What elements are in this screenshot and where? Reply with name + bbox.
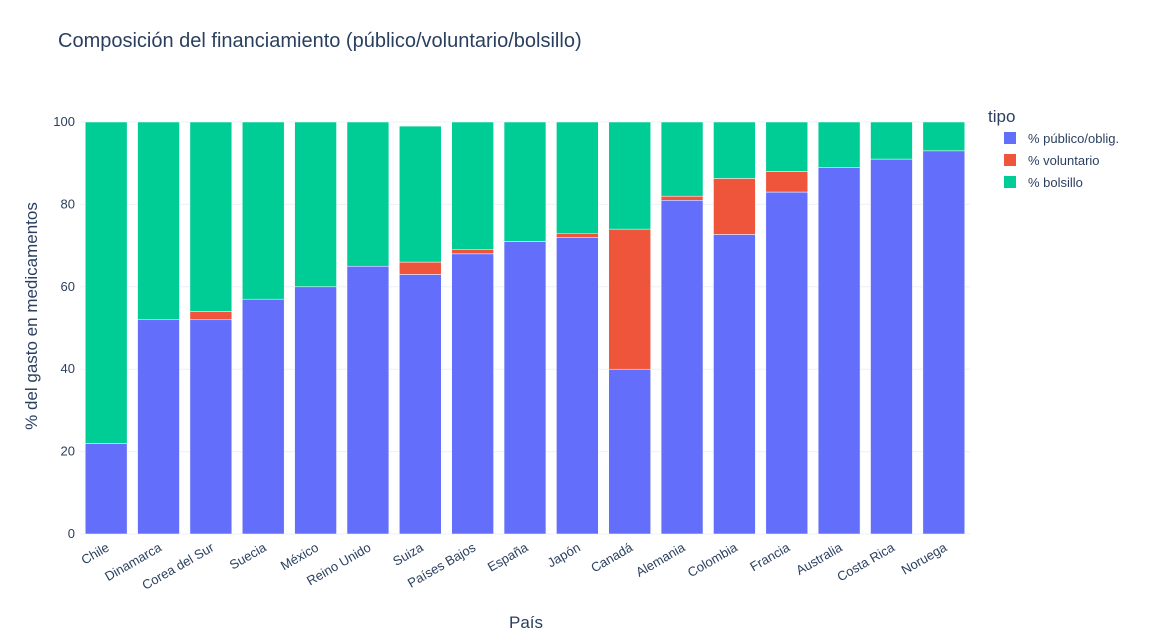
bar-bolsillo (870, 121, 913, 160)
bar-voluntario (451, 249, 494, 255)
x-tick-label: Noruega (899, 539, 950, 577)
bar-voluntario (608, 228, 651, 370)
bar-bolsillo (137, 121, 180, 321)
bar-publico (84, 443, 128, 535)
x-tick-label: Suiza (390, 539, 426, 569)
x-tick-label: Chile (79, 540, 112, 568)
x-tick-label: Colombia (685, 539, 741, 580)
bar-publico (294, 286, 337, 535)
bar-bolsillo (660, 121, 704, 197)
chart-title: Composición del financiamiento (público/… (58, 30, 582, 52)
bar-voluntario (660, 195, 704, 201)
legend-label: % bolsillo (1028, 175, 1083, 190)
bar-voluntario (399, 261, 442, 275)
x-tick-label: Costa Rica (834, 539, 897, 584)
bar-voluntario (189, 311, 233, 321)
bar-bolsillo (242, 121, 285, 300)
bar-publico (242, 298, 285, 535)
legend-swatch (1004, 176, 1016, 188)
bar-bolsillo (817, 121, 861, 168)
bar-bolsillo (922, 121, 966, 152)
bar-bolsillo (503, 121, 547, 242)
bar-voluntario (556, 232, 599, 238)
legend-swatch (1004, 154, 1016, 166)
bar-bolsillo (713, 121, 756, 179)
x-tick-label: Canadá (588, 539, 636, 575)
bar-publico (189, 319, 233, 535)
bar-publico (608, 368, 651, 535)
y-axis-title: % del gasto en medicamentos (22, 202, 41, 430)
legend-title: tipo (988, 107, 1015, 126)
bars (84, 121, 966, 535)
bar-voluntario (765, 171, 808, 193)
bar-bolsillo (399, 125, 442, 263)
bar-publico (399, 274, 442, 535)
bar-publico (346, 265, 390, 535)
y-tick-label: 20 (61, 444, 75, 459)
bar-publico (556, 237, 599, 535)
x-axis-title: País (509, 613, 543, 632)
y-tick-label: 80 (61, 196, 75, 211)
x-tick-label: Francia (747, 539, 793, 574)
bar-publico (137, 319, 180, 535)
legend-label: % público/oblig. (1028, 131, 1119, 146)
bar-publico (503, 241, 547, 535)
bar-bolsillo (451, 121, 494, 250)
bar-bolsillo (556, 121, 599, 234)
legend: tipo % público/oblig. % voluntario % bolsi… (988, 107, 1119, 190)
x-tick-label: Alemania (633, 539, 688, 579)
bar-bolsillo (189, 121, 233, 312)
bar-publico (922, 150, 966, 535)
y-tick-label: 100 (53, 114, 75, 129)
bar-publico (870, 158, 913, 535)
bar-publico (451, 253, 494, 535)
legend-swatch (1004, 132, 1016, 144)
bar-bolsillo (294, 121, 337, 288)
bar-bolsillo (84, 121, 128, 444)
bar-bolsillo (765, 121, 808, 172)
bar-bolsillo (608, 121, 651, 230)
legend-label: % voluntario (1028, 153, 1100, 168)
y-tick-label: 40 (61, 361, 75, 376)
bar-publico (765, 191, 808, 535)
bar-publico (713, 234, 756, 535)
bar-voluntario (713, 178, 756, 235)
x-tick-label: Japón (545, 540, 583, 571)
bar-publico (817, 167, 861, 535)
y-tick-label: 0 (68, 526, 75, 541)
bar-publico (660, 200, 704, 535)
y-tick-labels: 0 20 40 60 80 100 (53, 114, 75, 541)
x-tick-label: Suecia (227, 539, 270, 572)
bar-bolsillo (346, 121, 390, 267)
x-tick-label: España (485, 539, 531, 574)
y-tick-label: 60 (61, 279, 75, 294)
